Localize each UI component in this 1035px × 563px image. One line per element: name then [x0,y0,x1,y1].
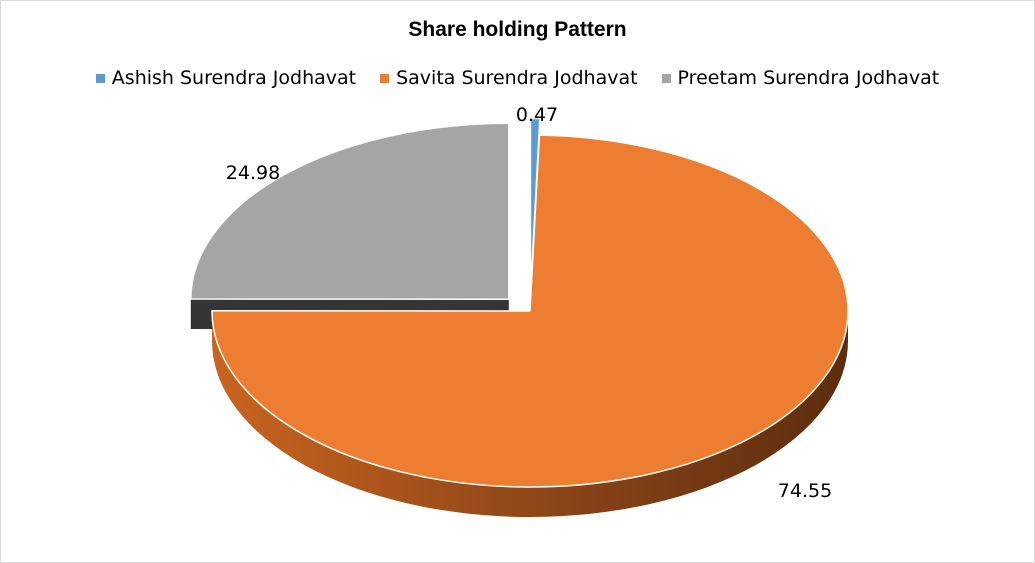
legend-swatch-ashish [95,73,105,83]
legend-label-preetam: Preetam Surendra Jodhavat [677,67,940,89]
legend-swatch-savita [380,73,390,83]
legend-swatch-preetam [661,73,671,83]
legend-item-savita: Savita Surendra Jodhavat [380,67,638,89]
data-label-preetam: 24.98 [226,162,280,184]
pie-slice-preetam [190,122,510,301]
legend-label-savita: Savita Surendra Jodhavat [396,67,638,89]
legend-item-preetam: Preetam Surendra Jodhavat [661,67,940,89]
legend-label-ashish: Ashish Surendra Jodhavat [111,67,357,89]
pie-slice-savita [211,134,849,488]
chart-title: Share holding Pattern [408,18,627,41]
legend: Ashish Surendra Jodhavat Savita Surendra… [1,67,1034,89]
data-labels: 0.47 74.55 24.98 [226,104,832,502]
legend-item-ashish: Ashish Surendra Jodhavat [95,67,357,89]
data-label-savita: 74.55 [778,480,832,502]
pie-top-layer [190,117,849,488]
data-label-ashish: 0.47 [516,104,558,126]
slice-side-savita [212,311,848,517]
